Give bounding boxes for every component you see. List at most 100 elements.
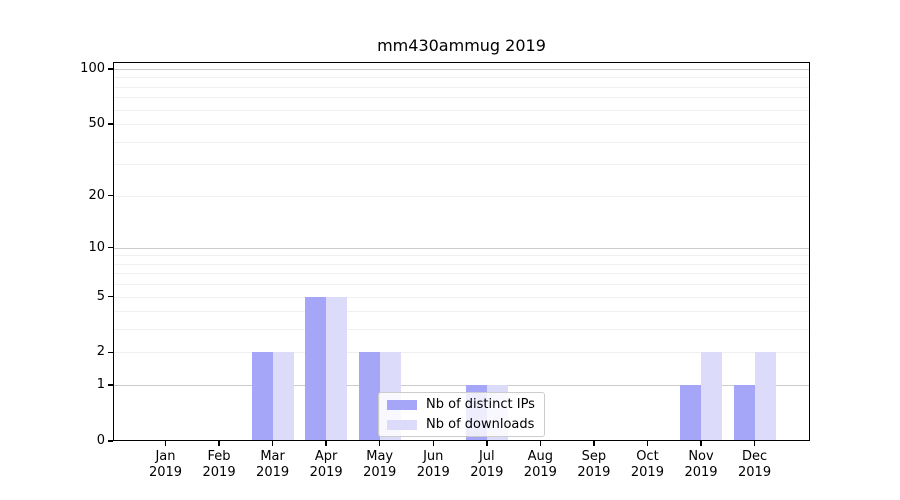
x-tick-mark (486, 441, 488, 446)
gridline-minor (114, 195, 809, 197)
gridline-minor (114, 284, 809, 286)
x-tick-mark (593, 441, 595, 446)
x-tick-label-month: Oct (636, 449, 659, 464)
x-tick-mark (164, 441, 167, 446)
x-tick-label-year: 2019 (202, 465, 236, 480)
x-tick-label-month: Aug (527, 449, 554, 464)
gridline-major (114, 247, 809, 249)
bar-nb-of-distinct-ips-dec (733, 385, 755, 441)
x-tick-label-year: 2019 (470, 465, 504, 480)
bar-nb-of-distinct-ips-may (358, 352, 380, 441)
gridline-major (114, 69, 809, 70)
legend-label-downloads: Nb of downloads (426, 417, 535, 432)
legend-swatch-downloads (387, 419, 417, 430)
x-tick-label-month: Jan (155, 449, 176, 464)
gridline-minor (114, 97, 809, 99)
x-tick-label-year: 2019 (256, 465, 290, 480)
legend-label-distinct-ips: Nb of distinct IPs (426, 397, 535, 412)
x-tick-label: Dec 2019 (715, 449, 795, 481)
gridline-major (114, 385, 809, 387)
x-tick-label: May 2019 (340, 449, 420, 481)
x-tick-label-year: 2019 (684, 465, 718, 480)
x-tick-mark (700, 441, 702, 446)
bars-layer (114, 62, 809, 441)
x-tick-label: Aug 2019 (500, 449, 580, 481)
y-tick-mark (108, 440, 113, 442)
gridline-minor (114, 141, 809, 143)
x-tick-label: Jan 2019 (126, 449, 206, 481)
gridline-layer (114, 62, 809, 441)
x-tick-label-month: Jul (478, 449, 495, 464)
bar-nb-of-downloads-nov (701, 352, 722, 441)
x-tick-label-year: 2019 (523, 465, 557, 480)
x-tick-mark (271, 441, 274, 446)
y-tick-mark (108, 295, 113, 298)
legend: Nb of distinct IPs Nb of downloads (378, 392, 545, 437)
gridline-minor (114, 77, 809, 79)
x-tick-label: Apr 2019 (286, 449, 366, 481)
gridline-minor (114, 311, 809, 313)
x-tick-label-month: Apr (314, 449, 338, 464)
y-tick-mark (108, 194, 113, 197)
y-tick-mark (108, 246, 113, 249)
y-tick-label: 50 (88, 116, 105, 132)
y-tick-label: 100 (80, 61, 105, 76)
x-tick-mark (432, 441, 434, 446)
gridline-minor (114, 255, 809, 257)
gridline-minor (114, 263, 809, 265)
x-tick-label-year: 2019 (309, 465, 343, 480)
y-tick-label: 20 (88, 187, 105, 203)
gridline-minor (114, 86, 809, 88)
x-tick-label: Mar 2019 (233, 449, 313, 481)
x-tick-label-year: 2019 (416, 465, 450, 480)
gridline-minor (114, 352, 809, 354)
x-tick-label: Oct 2019 (607, 449, 687, 481)
x-tick-label-month: Feb (207, 449, 231, 464)
bar-nb-of-downloads-dec (754, 352, 776, 441)
gridline-minor (114, 109, 809, 111)
x-tick-label: Feb 2019 (179, 449, 259, 481)
y-tick-label: 10 (88, 239, 105, 255)
y-tick-mark (108, 351, 113, 354)
y-tick-mark (108, 123, 113, 125)
x-tick-label-year: 2019 (630, 465, 664, 480)
x-tick-label: Sep 2019 (554, 449, 634, 481)
x-tick-mark (646, 441, 649, 446)
x-tick-label-month: Jun (423, 449, 444, 464)
bar-nb-of-downloads-apr (326, 296, 348, 441)
chart-title: mm430ammug 2019 (377, 36, 546, 55)
legend-swatch-distinct-ips (387, 399, 417, 410)
gridline-minor (114, 164, 809, 166)
x-tick-label-year: 2019 (738, 465, 772, 480)
gridline-minor (114, 296, 809, 298)
x-tick-label-month: Nov (688, 449, 714, 464)
bar-nb-of-distinct-ips-apr (305, 296, 327, 441)
x-tick-label-month: Dec (741, 449, 768, 464)
bar-nb-of-downloads-mar (272, 352, 294, 441)
x-tick-mark (378, 441, 381, 446)
x-tick-label-year: 2019 (363, 465, 397, 480)
legend-item-distinct-ips: Nb of distinct IPs (387, 396, 536, 413)
x-tick-label: Nov 2019 (661, 449, 741, 481)
bar-nb-of-distinct-ips-mar (251, 352, 273, 441)
bar-nb-of-distinct-ips-nov (680, 385, 701, 441)
legend-item-downloads: Nb of downloads (387, 416, 536, 433)
y-tick-label: 0 (96, 433, 105, 448)
x-tick-label-month: Mar (260, 449, 285, 464)
y-tick-label: 1 (96, 377, 105, 393)
x-tick-mark (325, 441, 327, 446)
gridline-minor (114, 329, 809, 331)
y-tick-label: 2 (96, 344, 105, 360)
gridline-minor (114, 124, 809, 126)
x-tick-mark (218, 441, 220, 446)
x-tick-mark (539, 441, 542, 446)
y-tick-label: 5 (96, 288, 105, 304)
x-tick-label: Jul 2019 (447, 449, 527, 481)
x-tick-mark (753, 441, 756, 446)
y-tick-mark (108, 384, 113, 386)
x-tick-label-month: May (366, 449, 394, 464)
x-tick-label-month: Sep (581, 449, 607, 464)
y-tick-mark (108, 68, 113, 70)
gridline-minor (114, 273, 809, 275)
